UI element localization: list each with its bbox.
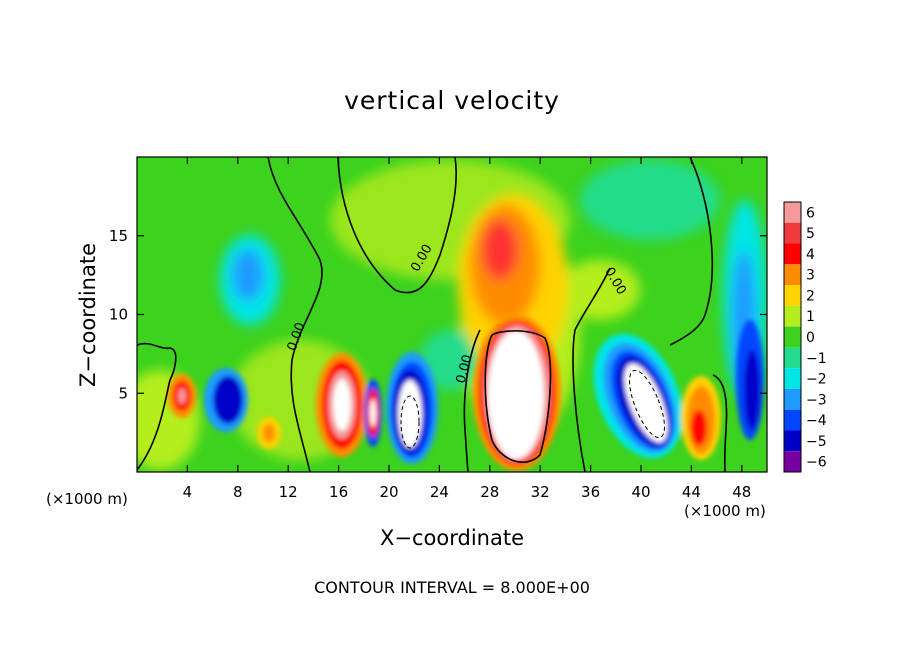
colorbar-swatch [784,222,801,244]
x-tick-label: 8 [233,483,243,501]
field-region [232,249,264,301]
x-tick-label: 4 [183,483,193,501]
contour-line [337,157,457,294]
updraft-core [488,331,544,459]
field-region [482,220,518,280]
contour-line [137,342,177,471]
updraft-cell [178,388,186,404]
colorbar-swatch [784,388,801,410]
zero-contours [137,157,728,472]
x-tick-label: 28 [480,483,499,501]
colorbar-tick-label: −4 [806,413,827,429]
colorbar-tick-label: −6 [806,455,827,471]
x-tick-label: 40 [631,483,650,501]
colorbar-swatch [784,430,801,452]
colorbar-tick-label: −3 [806,392,827,408]
colorbar: 6 5 4 3 2 1 0 −1 −2 −3 −4 −5 −6 [783,201,827,473]
downdraft-cell [213,376,243,424]
updraft-cell [333,379,351,431]
contour-line [669,157,713,346]
colorbar-tick-label: −1 [806,351,827,367]
x-tick-label: 20 [379,483,398,501]
updraft-cell [370,399,376,427]
colorbar-tick-label: −2 [806,372,827,388]
colorbar-tick-label: 4 [806,247,815,263]
x-axis-label: X−coordinate [380,526,524,550]
y-tick-label: 15 [109,227,128,245]
contour-line [572,267,611,472]
x-tick-label: 36 [581,483,600,501]
velocity-field [137,157,767,472]
contour-line [267,157,323,472]
contour-line [712,374,728,472]
colorbar-tick-label: −5 [806,434,827,450]
y-axis: 5 10 15 [109,227,767,402]
colorbar-tick-label: 1 [806,309,815,325]
field-region [420,330,480,390]
downdraft-cell [744,350,760,430]
colorbar-swatch [784,264,801,286]
colorbar-tick-label: 2 [806,288,815,304]
colorbar-tick-label: 6 [806,205,815,221]
colorbar-swatch [784,202,801,223]
updraft-cell [691,410,707,446]
colorbar-swatch [784,326,801,348]
downdraft-core [624,363,668,443]
negative-contours [400,369,665,449]
colorbar-swatch [784,243,801,265]
x-tick-label: 32 [531,483,550,501]
contour-label: 0.00 [454,353,476,385]
downdraft-cell [398,380,422,448]
colorbar-tick-label: 5 [806,226,815,242]
contour-line [463,329,481,472]
field-region [560,260,640,320]
y-tick-label: 5 [118,384,128,402]
y-axis-label: Z−coordinate [76,243,100,387]
x-tick-label: 12 [279,483,298,501]
chart-title: vertical velocity [344,86,560,115]
updraft-cell [263,424,275,442]
x-tick-label: 24 [430,483,449,501]
colorbar-swatch [784,347,801,369]
x-tick-label: 44 [682,483,701,501]
x-tick-label: 48 [732,483,751,501]
contour-interval-label: CONTOUR INTERVAL = 8.000E+00 [314,578,590,597]
colorbar-swatch [784,451,801,472]
x-axis: 4 8 12 16 20 24 28 32 36 40 44 48 [183,157,751,501]
colorbar-tick-label: 3 [806,268,815,284]
x-tick-label: 16 [329,483,348,501]
colorbar-swatch [784,285,801,306]
colorbar-swatch [784,305,801,327]
x-unit-label-left: (×1000 m) [46,490,128,508]
contour-line [484,330,552,464]
y-tick-label: 10 [109,306,128,324]
x-unit-label-right: (×1000 m) [684,502,766,520]
field-region [580,160,720,240]
colorbar-swatch [784,409,801,431]
contour-line [629,369,665,439]
colorbar-swatch [784,368,801,389]
contour-line [400,395,420,449]
colorbar-frame [783,201,802,473]
colorbar-tick-label: 0 [806,330,815,346]
